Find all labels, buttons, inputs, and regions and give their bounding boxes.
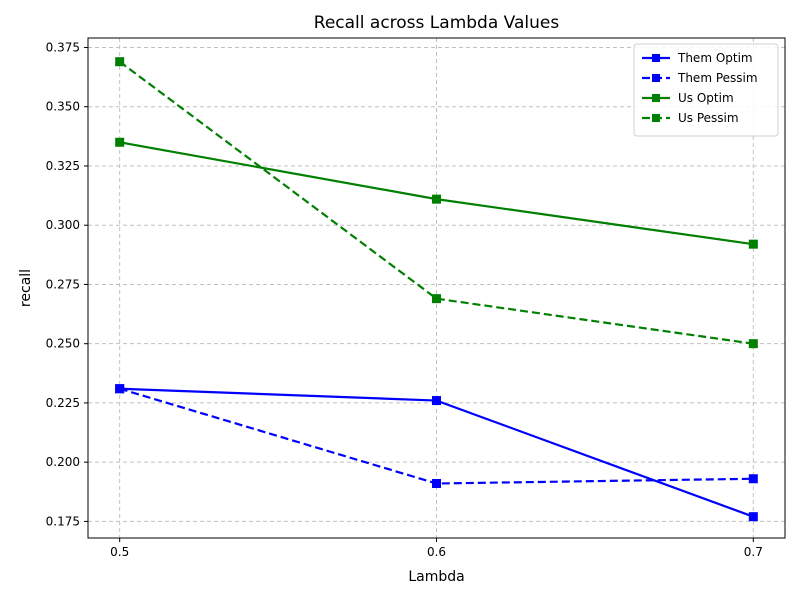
y-tick-label: 0.175 bbox=[46, 514, 80, 528]
y-axis-label: recall bbox=[18, 269, 34, 307]
series-us-pessim bbox=[115, 57, 758, 349]
data-point bbox=[115, 384, 125, 394]
series-group bbox=[115, 57, 758, 522]
legend-label: Us Optim bbox=[678, 91, 734, 105]
data-point bbox=[115, 57, 125, 67]
y-tick-label: 0.300 bbox=[46, 218, 80, 232]
legend-marker bbox=[652, 54, 660, 62]
data-point bbox=[432, 194, 441, 204]
data-point bbox=[432, 294, 441, 304]
y-tick-label: 0.200 bbox=[46, 455, 80, 469]
legend-marker bbox=[652, 74, 660, 82]
data-point bbox=[748, 512, 758, 522]
grid bbox=[88, 38, 785, 538]
series-us-optim bbox=[115, 137, 758, 249]
legend-label: Them Pessim bbox=[677, 71, 758, 85]
data-point bbox=[432, 478, 441, 488]
legend-box bbox=[633, 43, 779, 137]
y-tick-label: 0.250 bbox=[46, 337, 80, 351]
data-point bbox=[748, 339, 758, 349]
y-tick-label: 0.325 bbox=[46, 159, 80, 173]
y-tick-label: 0.275 bbox=[46, 277, 80, 291]
x-tick-label: 0.6 bbox=[427, 545, 446, 559]
x-tick-label: 0.7 bbox=[744, 545, 763, 559]
data-point bbox=[748, 239, 758, 249]
legend: Them Optim Them Pessim Us Optim Us Pessim bbox=[633, 43, 779, 137]
chart-title: Recall across Lambda Values bbox=[314, 13, 560, 33]
legend-marker bbox=[652, 114, 660, 122]
data-point bbox=[748, 474, 758, 484]
axis-ticks: 0.175 0.200 0.225 0.250 0.275 0.300 0.325 0.350… bbox=[46, 40, 763, 559]
series-them-pessim bbox=[115, 384, 758, 488]
data-point bbox=[115, 137, 125, 147]
legend-label: Us Pessim bbox=[678, 111, 739, 125]
x-tick-label: 0.5 bbox=[110, 545, 129, 559]
data-point bbox=[432, 396, 441, 406]
y-tick-label: 0.225 bbox=[46, 396, 80, 410]
legend-label: Them Optim bbox=[677, 51, 753, 65]
y-tick-label: 0.375 bbox=[46, 40, 80, 54]
legend-marker bbox=[652, 94, 660, 102]
x-axis-label: Lambda bbox=[408, 569, 464, 585]
y-tick-label: 0.350 bbox=[46, 100, 80, 114]
